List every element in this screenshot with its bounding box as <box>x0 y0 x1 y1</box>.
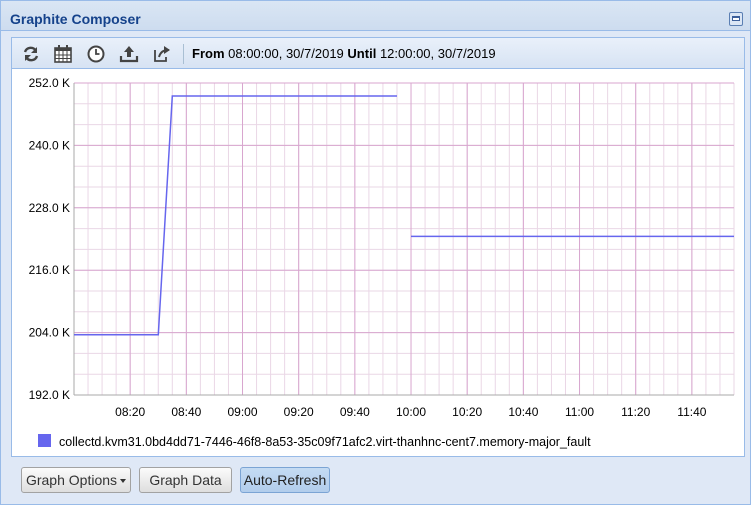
minimize-icon[interactable] <box>729 12 743 26</box>
y-tick-label: 204.0 K <box>29 326 70 340</box>
clock-icon[interactable] <box>86 44 106 64</box>
series-line <box>74 95 397 336</box>
y-tick-label: 216.0 K <box>29 263 70 277</box>
x-tick-label: 09:40 <box>340 405 370 419</box>
plot-area <box>74 83 734 395</box>
graph-chart: 192.0 K 204.0 K 216.0 K 228.0 K 240.0 K 252.0… <box>29 76 735 449</box>
x-tick-label: 11:00 <box>565 405 594 419</box>
chevron-down-icon <box>120 479 127 484</box>
time-range[interactable]: From 08:00:00, 30/7/2019 Until 12:00:00,… <box>192 46 496 61</box>
toolbar-separator <box>183 44 184 64</box>
x-tick-label: 10:00 <box>396 405 426 419</box>
y-tick-label: 240.0 K <box>29 138 70 152</box>
x-tick-label: 10:20 <box>452 405 482 419</box>
y-tick-label: 252.0 K <box>29 76 70 90</box>
legend-swatch <box>38 434 51 447</box>
window-title: Graphite Composer <box>10 11 141 27</box>
x-tick-label: 08:20 <box>115 405 145 419</box>
from-label: From <box>192 46 225 61</box>
window-titlebar: Graphite Composer <box>1 1 750 31</box>
x-tick-label: 08:40 <box>171 405 201 419</box>
graph-data-button[interactable]: Graph Data <box>139 467 232 493</box>
upload-icon[interactable] <box>119 44 139 64</box>
y-tick-label: 228.0 K <box>29 201 70 215</box>
legend-label: collectd.kvm31.0bd4dd71-7446-46f8-8a53-3… <box>59 435 591 449</box>
bottom-toolbar: Graph Options Graph Data Auto-Refresh <box>11 457 745 501</box>
graph-panel: 192.0 K 204.0 K 216.0 K 228.0 K 240.0 K 252.0… <box>11 69 745 457</box>
y-tick-label: 192.0 K <box>29 388 70 402</box>
calendar-icon[interactable] <box>53 44 73 64</box>
refresh-icon[interactable] <box>21 44 41 64</box>
until-value: 12:00:00, 30/7/2019 <box>379 46 496 61</box>
x-tick-label: 10:40 <box>508 405 538 419</box>
composer-toolbar: From 08:00:00, 30/7/2019 Until 12:00:00,… <box>11 37 745 69</box>
graph-options-label: Graph Options <box>25 472 118 488</box>
x-tick-label: 09:20 <box>284 405 314 419</box>
x-tick-label: 11:40 <box>677 405 706 419</box>
from-value: 08:00:00, 30/7/2019 <box>228 46 344 61</box>
x-tick-label: 11:20 <box>621 405 650 419</box>
graph-options-button[interactable]: Graph Options <box>21 467 131 493</box>
until-label: Until <box>347 46 377 61</box>
share-icon[interactable] <box>152 44 172 64</box>
x-tick-label: 09:00 <box>227 405 257 419</box>
auto-refresh-button[interactable]: Auto-Refresh <box>240 467 330 493</box>
